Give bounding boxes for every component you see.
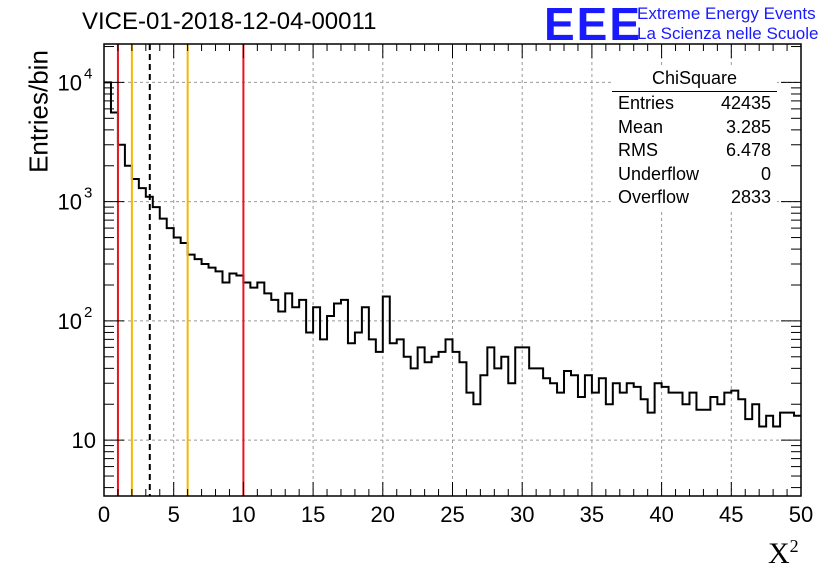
stats-value: 3.285	[725, 116, 771, 137]
stats-label: Underflow	[618, 163, 700, 184]
stats-row-mean: Mean 3.285	[612, 116, 777, 140]
x-tick-label: 45	[719, 502, 743, 527]
axis-ticks	[103, 44, 802, 496]
x-axis-label-exp: 2	[789, 536, 799, 556]
x-tick-label: 50	[789, 502, 813, 527]
x-tick-label: 25	[440, 502, 464, 527]
logo-subtitle-1: Extreme Energy Events	[637, 4, 816, 23]
x-tick-label: 40	[649, 502, 673, 527]
y-tick-exponent: 4	[84, 65, 92, 82]
logo-subtitle-2: La Scienza nelle Scuole	[637, 24, 819, 43]
reference-lines	[116, 44, 245, 496]
y-axis-label: Entries/bin	[23, 50, 54, 173]
stats-value: 42435	[720, 93, 771, 113]
histogram-series	[104, 81, 801, 428]
stats-row-entries: Entries 42435	[612, 92, 777, 116]
x-tick-label: 35	[580, 502, 604, 527]
stats-label: RMS	[618, 140, 658, 160]
stats-value: 0	[760, 163, 771, 184]
x-tick-label: 10	[231, 502, 255, 527]
y-tick-label: 10	[58, 70, 82, 95]
stats-value: 6.478	[725, 140, 771, 160]
y-tick-label: 10	[72, 428, 96, 453]
stats-label: Mean	[618, 116, 664, 137]
x-tick-label: 20	[371, 502, 395, 527]
stats-row-underflow: Underflow 0	[612, 163, 777, 187]
eee-logo: EEE	[544, 0, 643, 50]
stats-label: Entries	[618, 93, 675, 113]
stats-row-rms: RMS 6.478	[612, 139, 777, 163]
stats-label: Overflow	[618, 187, 690, 207]
x-tick-label: 0	[98, 502, 110, 527]
x-tick-label: 15	[301, 502, 325, 527]
chart-title: VICE-01-2018-12-04-00011	[82, 8, 377, 35]
stats-value: 2833	[730, 187, 771, 207]
y-tick-exponent: 3	[84, 185, 92, 202]
y-tick-exponent: 2	[84, 304, 92, 321]
stats-box: ChiSquare Entries 42435 Mean 3.285 RMS 6…	[612, 66, 777, 210]
stats-row-overflow: Overflow 2833	[612, 186, 777, 210]
x-axis-label: X2	[768, 536, 799, 571]
histogram-step-line	[104, 81, 801, 428]
y-tick-label: 10	[58, 190, 82, 215]
y-tick-label: 10	[58, 309, 82, 334]
x-tick-label: 5	[168, 502, 180, 527]
grid	[104, 44, 801, 496]
x-tick-label: 30	[510, 502, 534, 527]
stats-title: ChiSquare	[612, 66, 777, 92]
x-axis-label-base: X	[768, 537, 790, 570]
